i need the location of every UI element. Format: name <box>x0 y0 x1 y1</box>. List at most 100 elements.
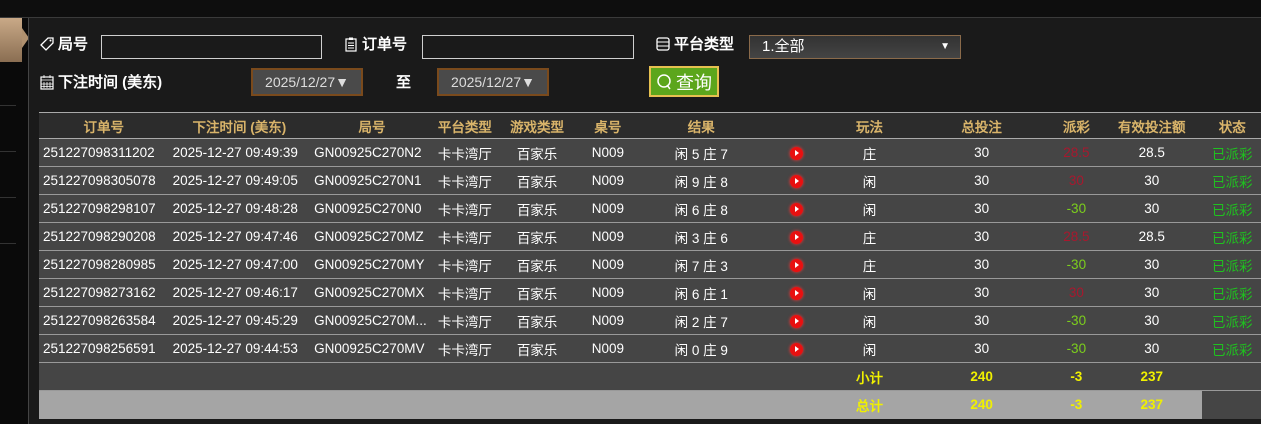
round-id-cell: GN00925C270MX <box>310 278 434 307</box>
replay-cell[interactable] <box>765 250 828 279</box>
subtotal-cell <box>39 362 828 391</box>
order-id-cell: 251227098273162 <box>39 278 169 307</box>
order-id-cell: 251227098305078 <box>39 166 169 195</box>
column-header <box>765 112 828 139</box>
table-row[interactable]: 251227098280985 2025-12-27 09:47:00 GN0092… <box>39 250 1261 279</box>
table-row[interactable]: 251227098263584 2025-12-27 09:45:29 GN0092… <box>39 306 1261 335</box>
order-id-cell: 251227098298107 <box>39 194 169 223</box>
column-header: 玩法 <box>827 112 912 139</box>
valid-bet-cell: 30 <box>1100 278 1203 307</box>
replay-cell[interactable] <box>765 222 828 251</box>
play-video-icon[interactable] <box>789 146 803 160</box>
game-type-cell: 百家乐 <box>495 278 579 307</box>
table-row[interactable]: 251227098256591 2025-12-27 09:44:53 GN0092… <box>39 334 1261 363</box>
column-header: 有效投注额 <box>1100 112 1203 139</box>
bet-record-panel: 局号 订单号 平台类型 1.全部 ▼ 下注时间 (美东) 2025/12/27▼ … <box>28 18 1261 424</box>
platform-cell: 卡卡湾厅 <box>433 334 496 363</box>
date-to-picker[interactable]: 2025/12/27▼ <box>437 68 549 96</box>
table-row[interactable]: 251227098290208 2025-12-27 09:47:46 GN0092… <box>39 222 1261 251</box>
sidebar-item[interactable] <box>0 154 16 198</box>
replay-cell[interactable] <box>765 194 828 223</box>
table-row[interactable]: 251227098298107 2025-12-27 09:48:28 GN0092… <box>39 194 1261 223</box>
chevron-down-icon: ▼ <box>940 41 950 52</box>
replay-cell[interactable] <box>765 166 828 195</box>
search-icon <box>657 73 671 89</box>
table-number-cell: N009 <box>578 166 638 195</box>
sidebar <box>0 18 29 424</box>
status-cell: 已派彩 <box>1202 222 1261 251</box>
status-cell: 已派彩 <box>1202 250 1261 279</box>
result-cell: 闲 5 庄 7 <box>637 138 766 167</box>
valid-bet-cell: 30 <box>1100 194 1203 223</box>
query-button[interactable]: 查询 <box>649 66 719 97</box>
total-bet-cell: 30 <box>911 278 1052 307</box>
round-id-cell: GN00925C270MY <box>310 250 434 279</box>
column-header: 平台类型 <box>433 112 496 139</box>
status-cell: 已派彩 <box>1202 138 1261 167</box>
bet-time-cell: 2025-12-27 09:49:39 <box>168 138 311 167</box>
order-id-cell: 251227098311202 <box>39 138 169 167</box>
date-from-picker[interactable]: 2025/12/27▼ <box>251 68 363 96</box>
total-bet-cell: 30 <box>911 334 1052 363</box>
list-icon <box>656 36 670 51</box>
play-video-icon[interactable] <box>789 314 803 328</box>
platform-cell: 卡卡湾厅 <box>433 166 496 195</box>
replay-cell[interactable] <box>765 138 828 167</box>
bet-type-cell: 闲 <box>827 194 912 223</box>
order-id-cell: 251227098256591 <box>39 334 169 363</box>
status-cell: 已派彩 <box>1202 334 1261 363</box>
platform-label: 平台类型 <box>655 33 734 54</box>
total-bet-cell: 30 <box>911 194 1052 223</box>
play-video-icon[interactable] <box>789 286 803 300</box>
column-header: 下注时间 (美东) <box>168 112 311 139</box>
table-number-cell: N009 <box>578 278 638 307</box>
table-number-cell: N009 <box>578 306 638 335</box>
result-cell: 闲 3 庄 6 <box>637 222 766 251</box>
replay-cell[interactable] <box>765 278 828 307</box>
play-video-icon[interactable] <box>789 342 803 356</box>
table-row[interactable]: 251227098305078 2025-12-27 09:49:05 GN0092… <box>39 166 1261 195</box>
result-cell: 闲 0 庄 9 <box>637 334 766 363</box>
replay-cell[interactable] <box>765 306 828 335</box>
result-cell: 闲 6 庄 8 <box>637 194 766 223</box>
subtotal-cell: 237 <box>1100 362 1203 391</box>
total-bet-cell: 30 <box>911 166 1052 195</box>
subtotal-cell <box>1202 362 1261 391</box>
game-type-cell: 百家乐 <box>495 194 579 223</box>
bet-record-table: 订单号 下注时间 (美东) 局号 平台类型 游戏类型 桌号 结果 玩法 总投注 派彩 有效投注额 状态… <box>39 112 1261 419</box>
bet-type-cell: 庄 <box>827 250 912 279</box>
subtotal-cell: 小计 <box>827 362 912 391</box>
sidebar-item[interactable] <box>0 108 16 152</box>
payout-cell: -30 <box>1051 250 1101 279</box>
bet-type-cell: 庄 <box>827 138 912 167</box>
bet-type-cell: 闲 <box>827 306 912 335</box>
sidebar-item-active[interactable] <box>0 18 29 62</box>
payout-cell: -30 <box>1051 306 1101 335</box>
play-video-icon[interactable] <box>789 258 803 272</box>
sidebar-item[interactable] <box>0 200 16 244</box>
sidebar-item[interactable] <box>0 62 16 106</box>
replay-cell[interactable] <box>765 334 828 363</box>
bet-time-cell: 2025-12-27 09:46:17 <box>168 278 311 307</box>
total-bet-cell: 30 <box>911 222 1052 251</box>
valid-bet-cell: 30 <box>1100 306 1203 335</box>
order-input[interactable] <box>422 35 634 59</box>
play-video-icon[interactable] <box>789 230 803 244</box>
table-row[interactable]: 251227098273162 2025-12-27 09:46:17 GN0092… <box>39 278 1261 307</box>
table-row[interactable]: 251227098311202 2025-12-27 09:49:39 GN0092… <box>39 138 1261 167</box>
order-id-cell: 251227098263584 <box>39 306 169 335</box>
round-input[interactable] <box>101 35 322 59</box>
result-cell: 闲 9 庄 8 <box>637 166 766 195</box>
column-header: 状态 <box>1202 112 1261 139</box>
platform-cell: 卡卡湾厅 <box>433 250 496 279</box>
calendar-icon <box>40 74 54 90</box>
column-header: 订单号 <box>39 112 169 139</box>
platform-cell: 卡卡湾厅 <box>433 194 496 223</box>
platform-cell: 卡卡湾厅 <box>433 222 496 251</box>
play-video-icon[interactable] <box>789 202 803 216</box>
total-cell: 240 <box>911 390 1052 419</box>
platform-cell: 卡卡湾厅 <box>433 278 496 307</box>
subtotal-row: 小计 240 -3 237 <box>39 362 1261 391</box>
play-video-icon[interactable] <box>789 174 803 188</box>
platform-select[interactable]: 1.全部 ▼ <box>749 35 961 59</box>
